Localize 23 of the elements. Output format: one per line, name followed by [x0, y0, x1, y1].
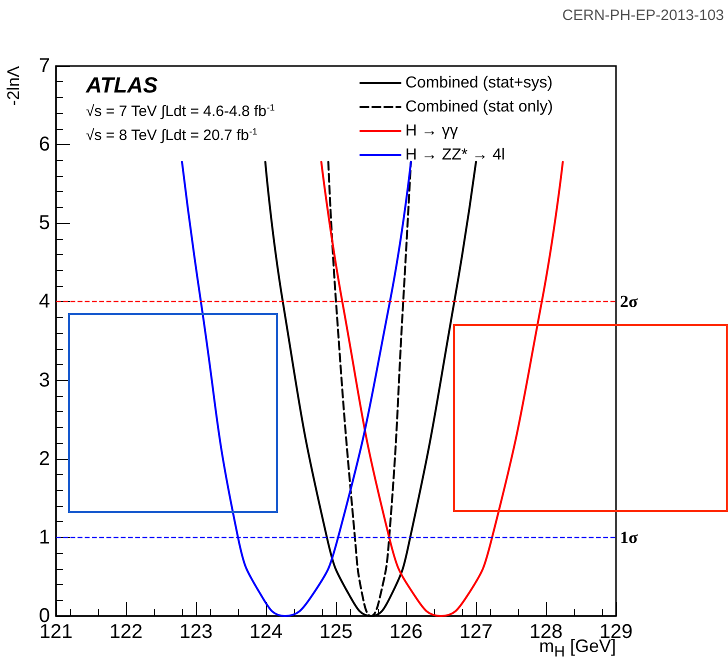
x-tick-label: 122: [109, 621, 143, 643]
ref-line-label: 1σ: [620, 528, 638, 547]
y-tick-label: 6: [38, 134, 50, 156]
x-tick-label: 126: [389, 621, 423, 643]
x-tick-label: 124: [249, 621, 283, 643]
y-tick-label: 1: [38, 526, 50, 548]
ref-line-label: 2σ: [620, 292, 638, 312]
x-tick-label: 127: [459, 621, 493, 643]
x-tick-label: 128: [529, 621, 563, 643]
legend-label: H → γγ: [405, 122, 458, 140]
text: CERN-PH-EP-2013-103: [562, 7, 724, 24]
legend-label: H → ZZ* → 4l: [405, 146, 505, 164]
x-tick-label: 123: [179, 621, 213, 643]
legend-label: Combined (stat only): [405, 98, 554, 116]
annotation: ATLAS: [85, 72, 158, 98]
y-tick-label: 5: [38, 212, 50, 234]
legend-label: Combined (stat+sys): [405, 74, 553, 92]
x-tick-label: 125: [319, 621, 353, 643]
y-tick-label: 4: [38, 290, 50, 313]
y-tick-label: 2: [38, 448, 50, 470]
y-tick-label: 3: [38, 369, 50, 392]
y-tick-label: 7: [38, 55, 50, 77]
y-axis-title: -2lnΛ: [4, 65, 23, 106]
